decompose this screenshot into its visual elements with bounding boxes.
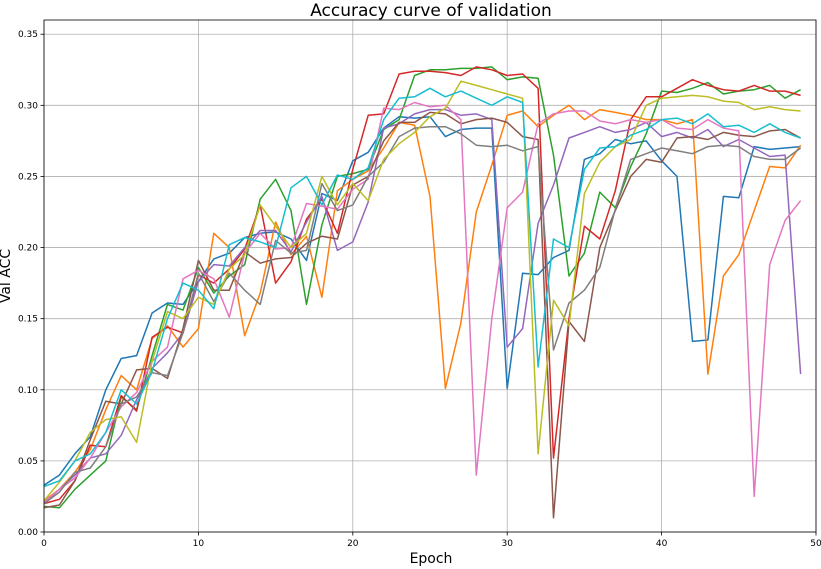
y-tick-label: 0.05 [18, 457, 38, 467]
plot-frame [43, 19, 817, 533]
series-lines [43, 66, 802, 519]
y-tick-label: 0.35 [18, 30, 38, 40]
x-tick-label: 40 [656, 539, 668, 549]
y-tick-label: 0.15 [18, 315, 38, 325]
series-line-1 [43, 115, 801, 486]
y-axis-label: Val ACC [0, 249, 14, 304]
x-axis-label: Epoch [410, 551, 453, 567]
chart-title: Accuracy curve of validation [310, 1, 552, 21]
series-line-3 [43, 66, 801, 509]
series-line-6 [43, 111, 801, 519]
x-tick-label: 0 [41, 539, 47, 549]
x-tick-label: 20 [347, 539, 359, 549]
x-tick-label: 50 [810, 539, 821, 549]
series-line-7 [43, 101, 802, 503]
series-line-8 [43, 125, 802, 505]
x-tick-label: 30 [501, 539, 513, 549]
axis-ticks: 0 10 20 30 40 50 0.00 0.05 0.10 0.15 0.20 0.25 0.30 0… [18, 30, 821, 549]
series-line-5 [43, 108, 802, 505]
y-tick-label: 0.20 [18, 244, 38, 254]
series-line-2 [43, 104, 802, 502]
y-tick-label: 0.30 [18, 101, 38, 111]
y-tick-label: 0.10 [18, 386, 38, 396]
y-tick-label: 0.00 [18, 528, 38, 538]
series-line-10 [43, 87, 801, 488]
y-tick-label: 0.25 [18, 172, 38, 182]
series-line-4 [43, 66, 801, 505]
x-tick-label: 10 [193, 539, 205, 549]
